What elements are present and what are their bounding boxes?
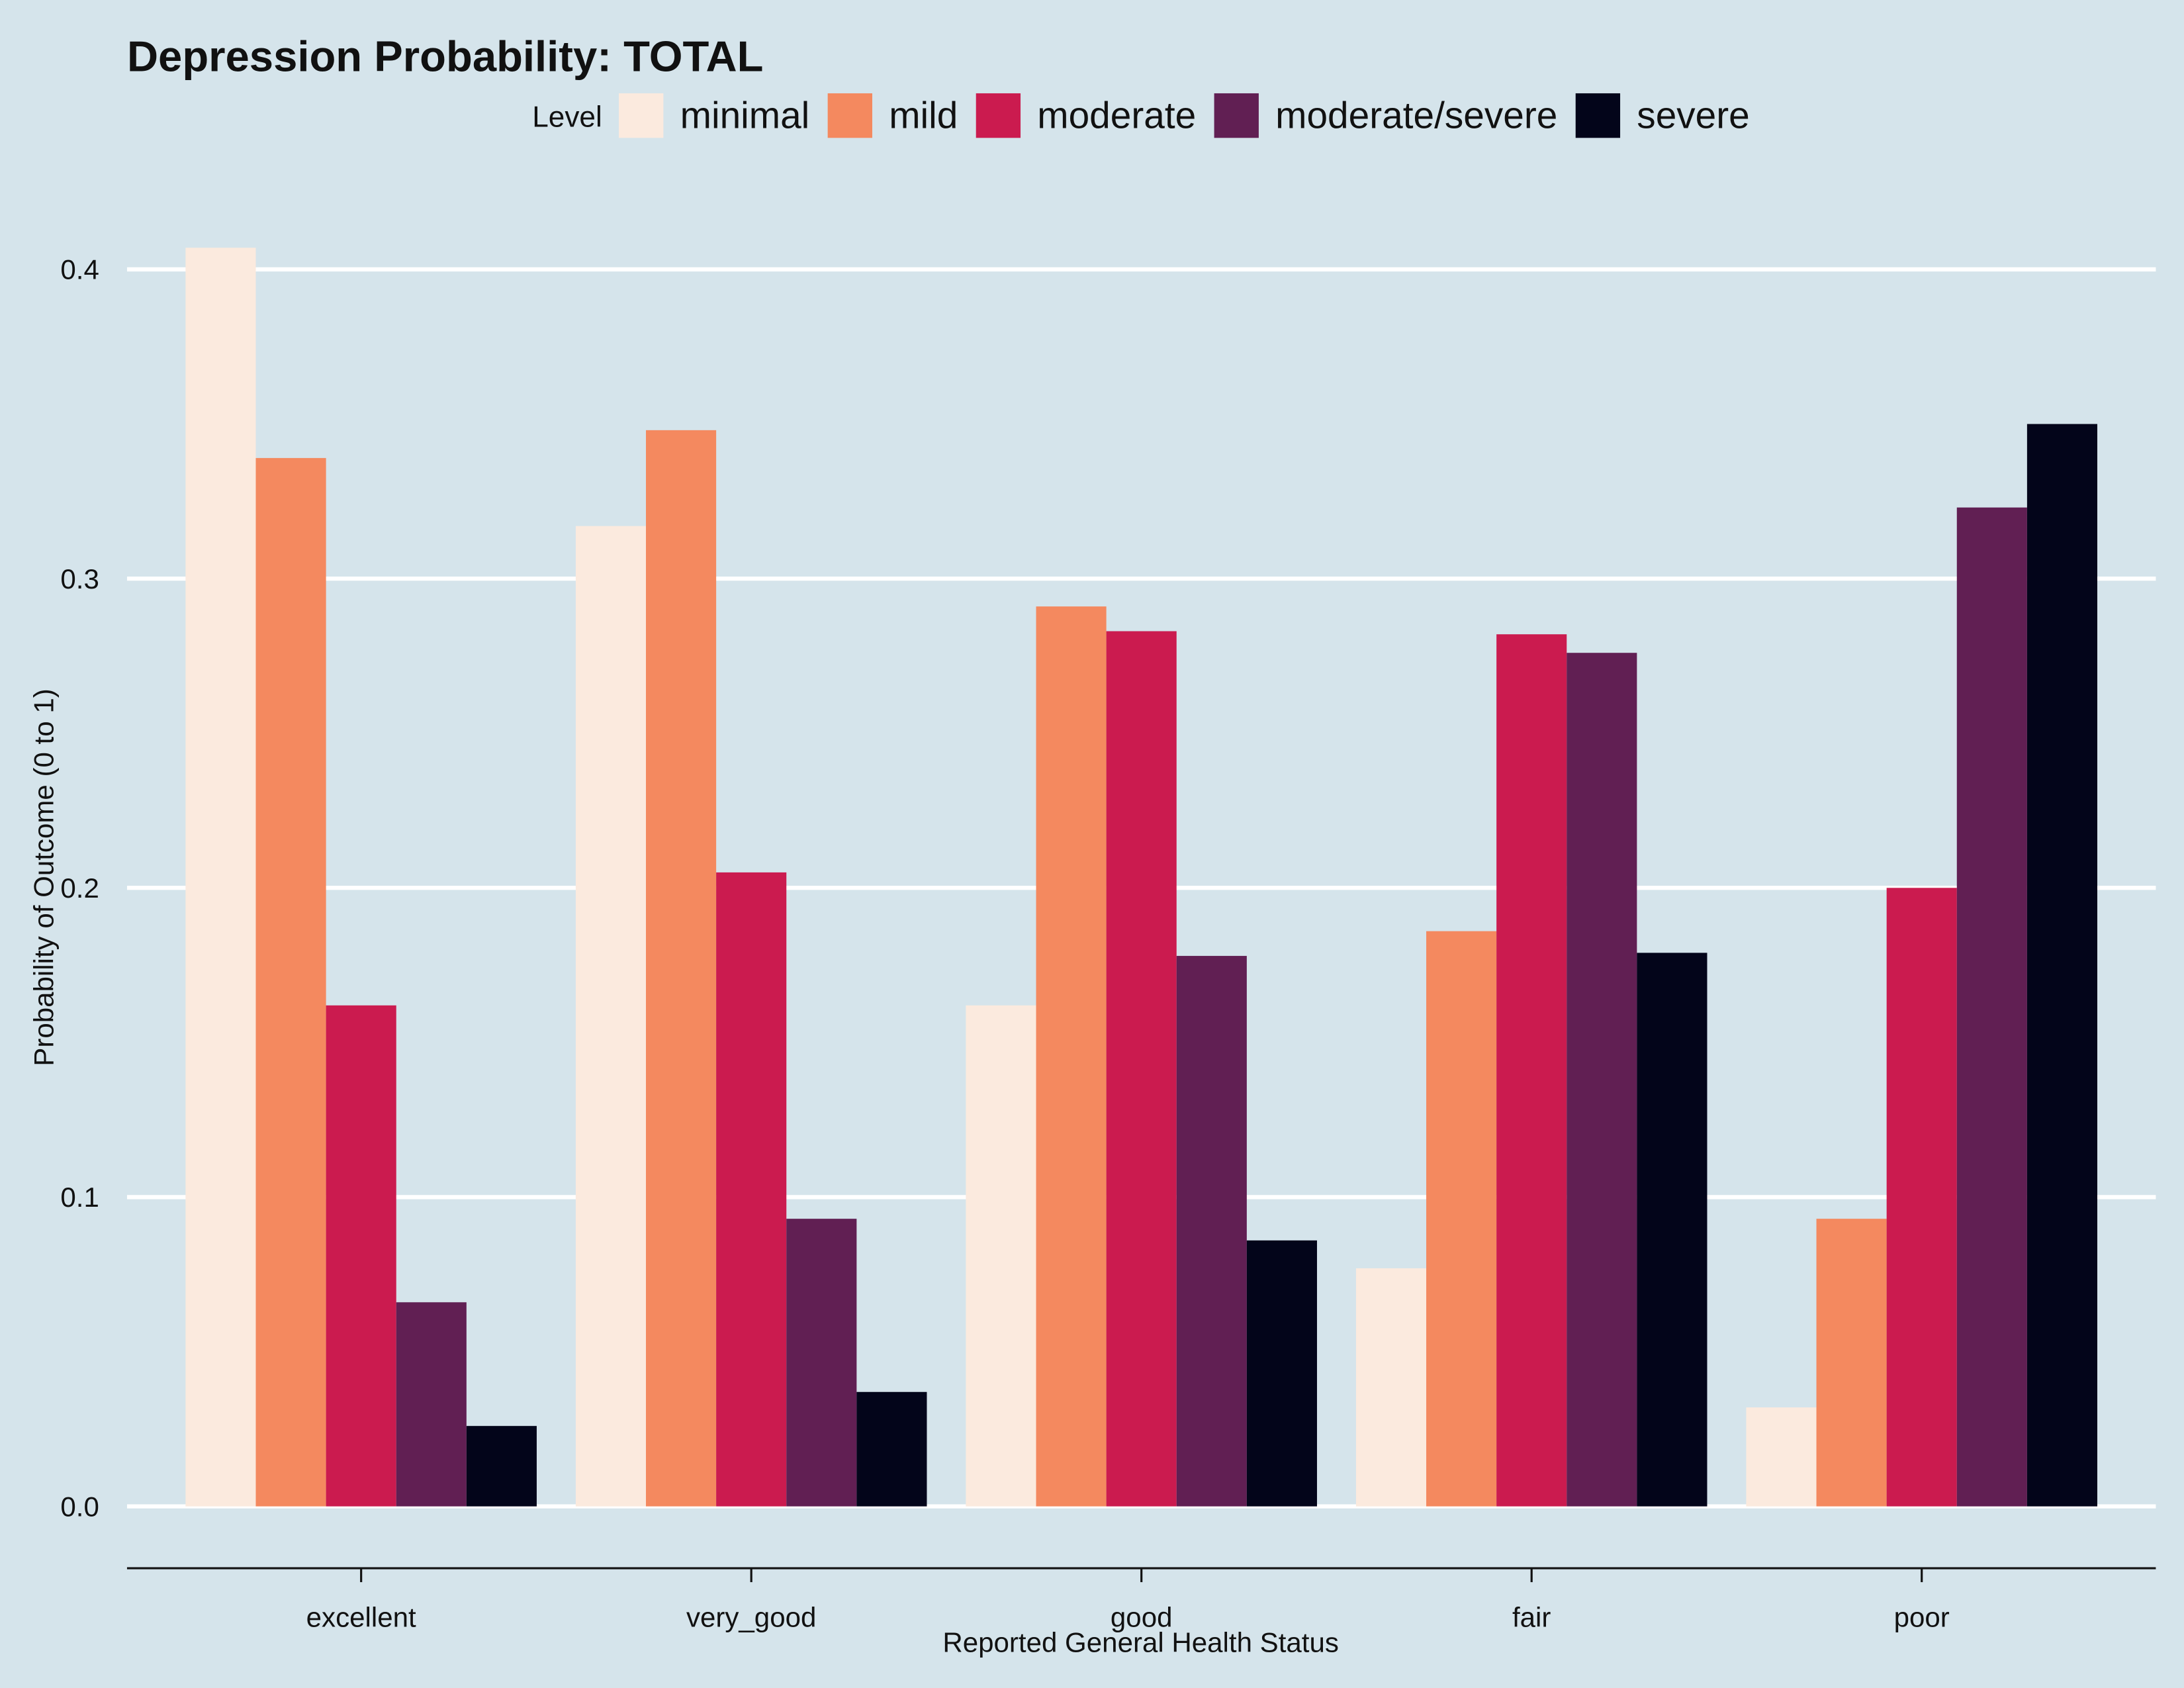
legend-swatch [1575, 93, 1621, 138]
legend-swatch [1214, 93, 1259, 138]
bar [716, 872, 787, 1507]
legend-swatch [976, 93, 1021, 138]
bar [1637, 953, 1707, 1507]
bar [1956, 507, 2027, 1507]
y-tick-label: 0.0 [60, 1491, 99, 1522]
legend-swatch [619, 93, 664, 138]
bar [1567, 653, 1637, 1507]
bar [575, 526, 647, 1507]
legend-label: moderate [1037, 95, 1196, 137]
bar [1036, 606, 1107, 1507]
x-tick-label: poor [1894, 1601, 1950, 1632]
bar [856, 1391, 927, 1507]
bar [1816, 1219, 1887, 1507]
legend-swatch [827, 93, 872, 138]
legend-label: severe [1637, 95, 1749, 137]
bar [255, 457, 326, 1507]
x-tick-label: good [1111, 1601, 1173, 1632]
bar [1246, 1240, 1317, 1507]
bar [1746, 1407, 1817, 1507]
legend-label: minimal [680, 95, 810, 137]
bar [396, 1302, 467, 1507]
x-tick-label: very_good [686, 1601, 816, 1632]
x-axis-label: Reported General Health Status [942, 1626, 1339, 1658]
bar [2026, 424, 2097, 1507]
bar [466, 1426, 537, 1507]
bar [1496, 634, 1567, 1507]
x-tick-label: fair [1512, 1601, 1551, 1632]
bar [326, 1005, 396, 1507]
bar [1176, 956, 1247, 1507]
y-tick-label: 0.2 [60, 872, 99, 904]
bar [1426, 931, 1497, 1507]
bar [185, 248, 256, 1507]
bar [786, 1219, 857, 1507]
legend-label: moderate/severe [1275, 95, 1557, 137]
legend-label: mild [889, 95, 958, 137]
bar [1886, 888, 1957, 1507]
y-tick-label: 0.3 [60, 563, 99, 594]
bar [1355, 1268, 1427, 1507]
bar [1106, 631, 1177, 1507]
bar [646, 430, 717, 1507]
bar [966, 1005, 1036, 1507]
y-tick-label: 0.4 [60, 254, 99, 285]
y-axis-label: Probability of Outcome (0 to 1) [28, 688, 59, 1066]
legend-title: Level [532, 101, 602, 133]
chart-title: Depression Probability: TOTAL [127, 32, 764, 80]
y-tick-label: 0.1 [60, 1182, 99, 1213]
x-tick-label: excellent [306, 1601, 416, 1632]
